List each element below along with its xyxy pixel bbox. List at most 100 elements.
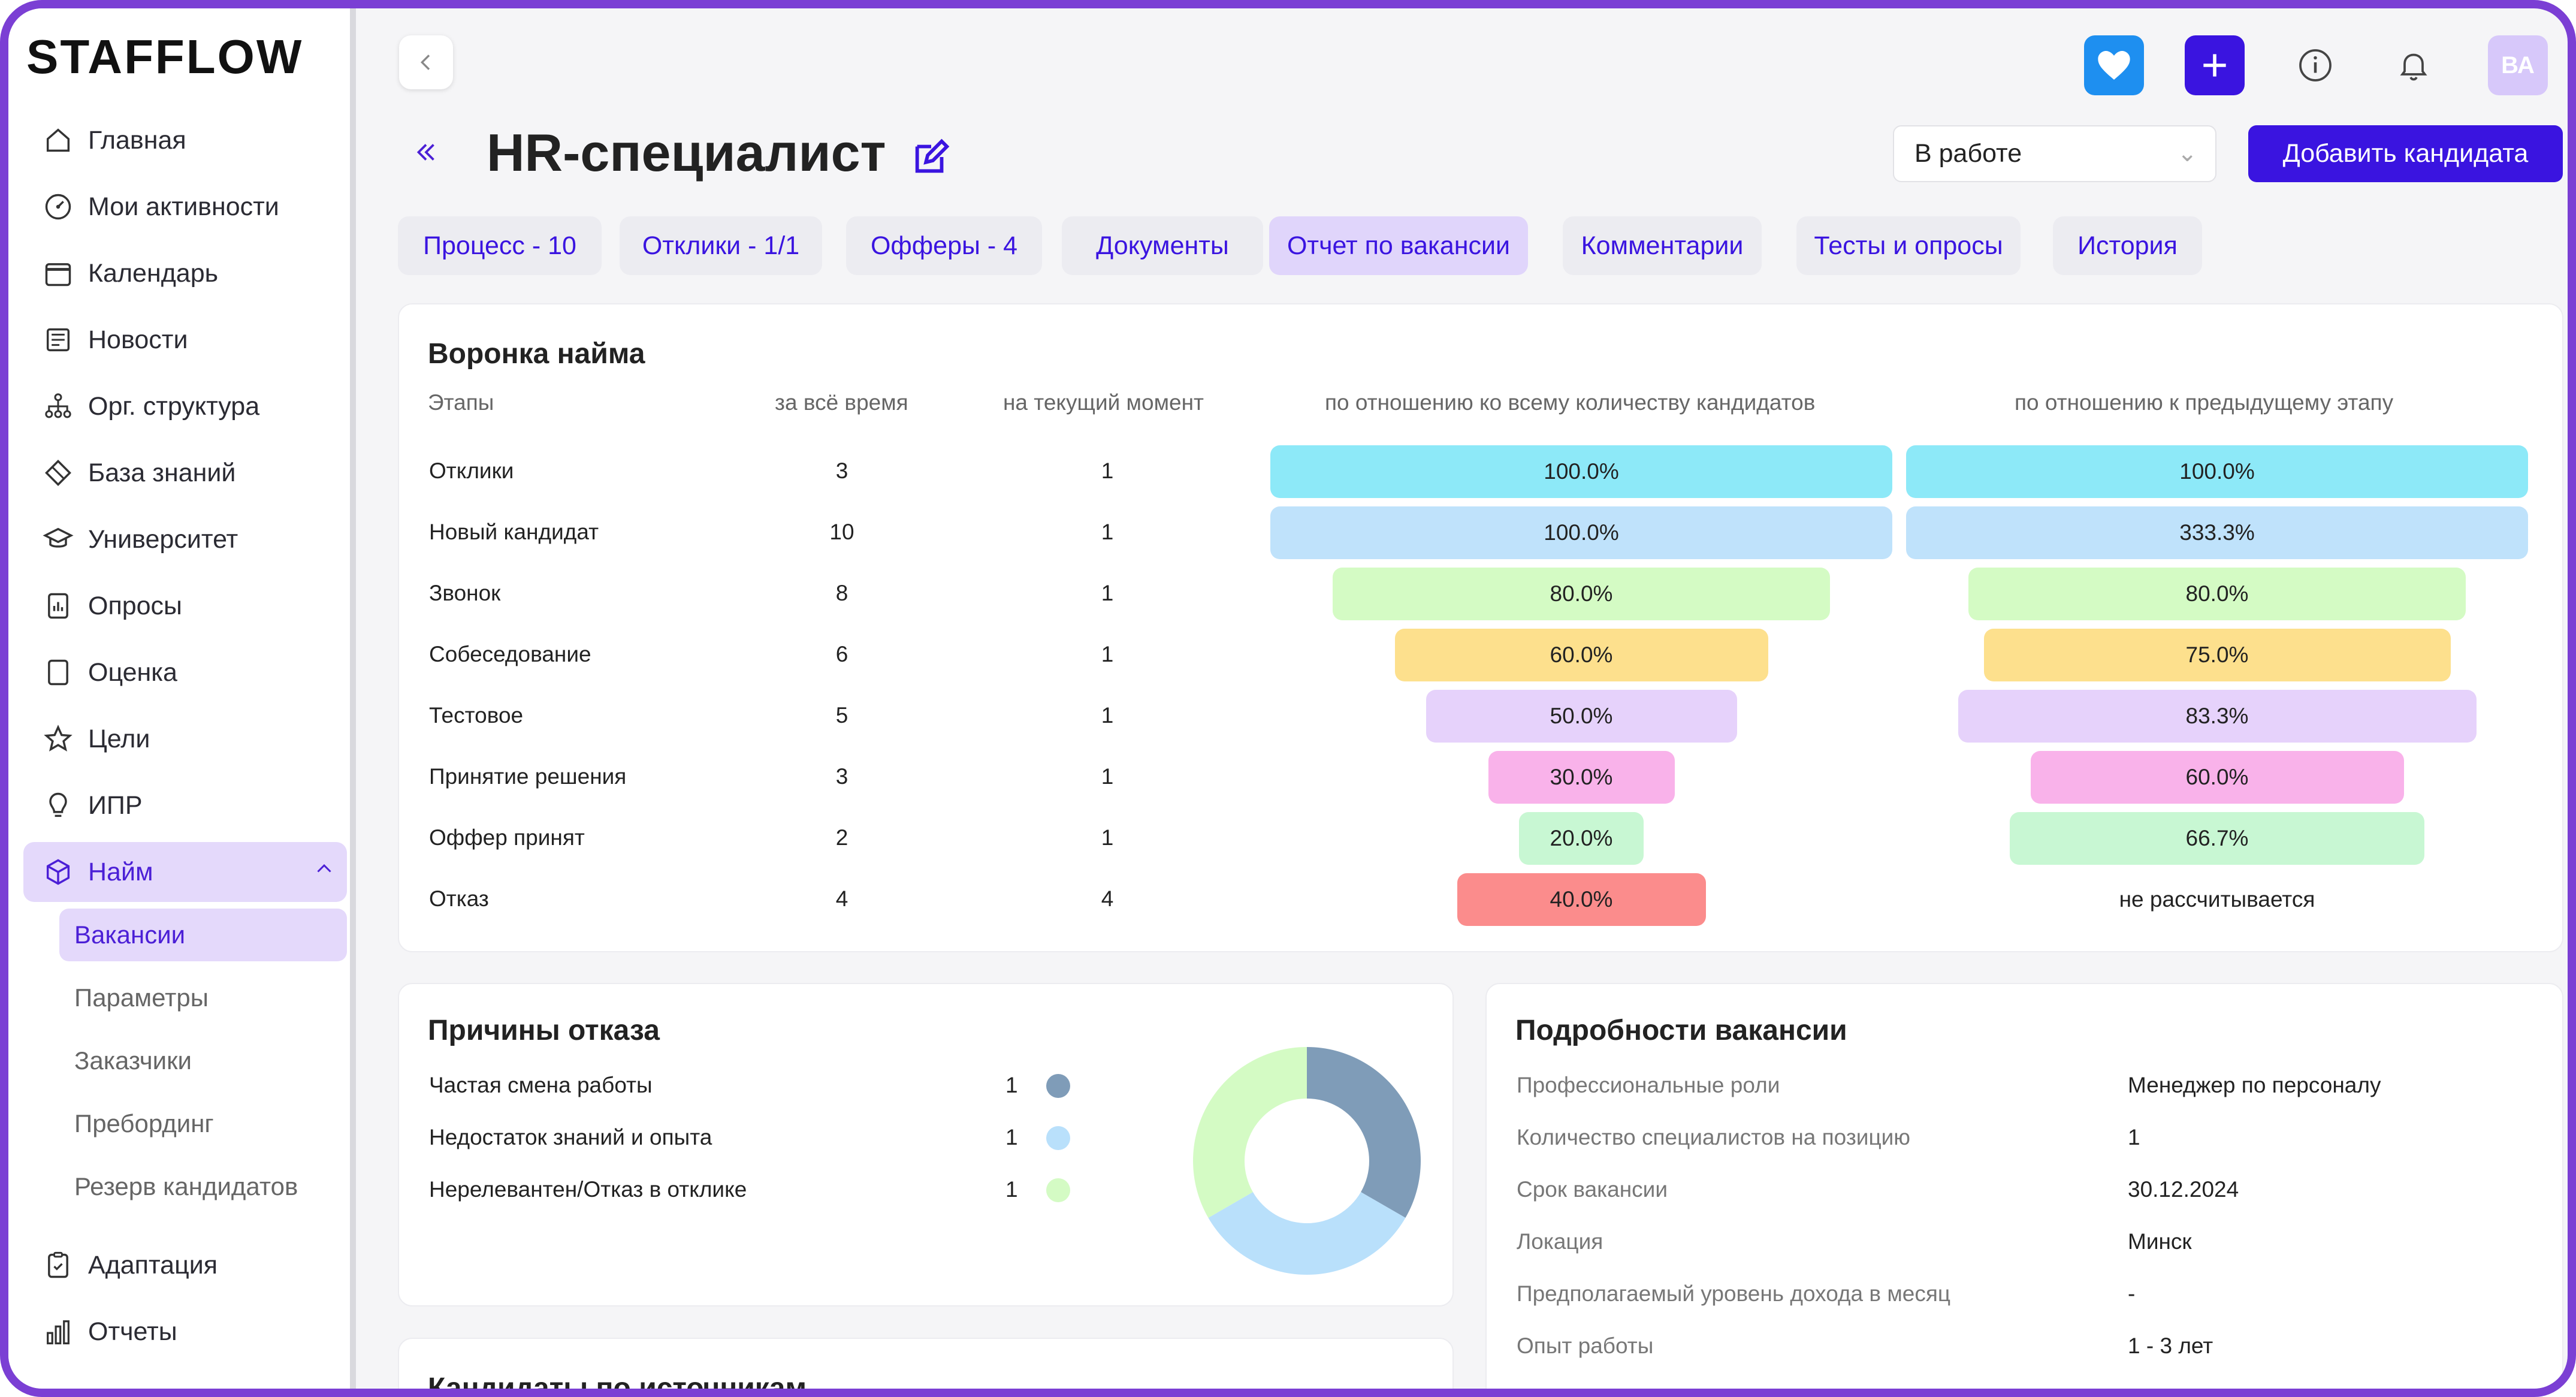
- sidebar-item-6[interactable]: Университет: [23, 509, 347, 569]
- funnel-bar-vs-total: 100.0%: [1270, 445, 1892, 498]
- vacancy-details-card: Подробности вакансии Профессиональные ро…: [1485, 983, 2563, 1389]
- notifications-button[interactable]: [2384, 35, 2444, 95]
- reasons-title: Причины отказа: [428, 1015, 660, 1046]
- sidebar-item-label: Опросы: [88, 591, 182, 620]
- funnel-header-vs-total: по отношению ко всему количеству кандида…: [1325, 390, 1816, 415]
- sidebar-item-label: Найм: [88, 857, 153, 886]
- submenu-item-4[interactable]: Резерв кандидатов: [74, 1172, 298, 1200]
- app-logo: STAFFLOW: [26, 30, 304, 83]
- chevron-up-icon[interactable]: [313, 858, 335, 886]
- sidebar-item-0[interactable]: Главная: [23, 110, 347, 170]
- heart-icon: [2098, 51, 2130, 80]
- legend-dot: [1046, 1178, 1070, 1202]
- submenu-item-1[interactable]: Параметры: [74, 983, 209, 1012]
- sidebar-item-label: Отчеты: [88, 1317, 177, 1346]
- hiring-funnel-card: Воронка найма Этапы за всё время на теку…: [398, 303, 2563, 952]
- sidebar-bottom-item-1[interactable]: Отчеты: [23, 1302, 347, 1362]
- tab-4[interactable]: Отчет по вакансии: [1269, 216, 1528, 275]
- funnel-stage-label: Новый кандидат: [429, 520, 599, 544]
- funnel-header-stage: Этапы: [428, 390, 494, 415]
- sidebar-item-label: Мои активности: [88, 192, 279, 221]
- home-icon: [41, 123, 75, 157]
- sidebar-item-label: Оценка: [88, 657, 177, 687]
- sidebar-item-9[interactable]: Цели: [23, 709, 347, 769]
- tab-2[interactable]: Офферы - 4: [846, 216, 1042, 275]
- sidebar-item-11[interactable]: Найм: [23, 842, 347, 902]
- sidebar-item-4[interactable]: Орг. структура: [23, 376, 347, 436]
- tab-3[interactable]: Документы: [1062, 216, 1263, 275]
- sidebar-item-8[interactable]: Оценка: [23, 642, 347, 702]
- funnel-bar-vs-prev: 83.3%: [1958, 690, 2477, 743]
- funnel-bar-vs-total: 60.0%: [1394, 629, 1768, 681]
- legend-dot: [1046, 1074, 1070, 1098]
- edit-title-button[interactable]: [910, 136, 952, 178]
- detail-key: Тип занятости: [1517, 1386, 1662, 1389]
- tab-7[interactable]: История: [2053, 216, 2202, 275]
- detail-key: Предполагаемый уровень дохода в месяц: [1517, 1281, 1951, 1306]
- submenu-item-3[interactable]: Пребординг: [74, 1109, 214, 1137]
- cube-icon: [41, 855, 75, 889]
- funnel-all-time-value: 2: [835, 825, 848, 850]
- details-title: Подробности вакансии: [1515, 1015, 1847, 1046]
- news-icon: [41, 323, 75, 357]
- clipboard-icon: [41, 1248, 75, 1282]
- funnel-bar-vs-prev: 80.0%: [1968, 568, 2466, 620]
- funnel-header-current: на текущий момент: [1003, 390, 1204, 415]
- pie-slice: [1307, 1047, 1421, 1218]
- funnel-header-vs-prev: по отношению к предыдущему этапу: [2015, 390, 2394, 415]
- bar-chart-icon: [41, 1315, 75, 1348]
- sidebar-item-label: База знаний: [88, 458, 236, 487]
- funnel-current-value: 1: [1101, 642, 1114, 666]
- edit-icon: [915, 138, 950, 173]
- rejection-reasons-card: Причины отказа Частая смена работы 1 Недос…: [398, 983, 1454, 1307]
- sidebar-item-7[interactable]: Опросы: [23, 576, 347, 636]
- detail-key: Опыт работы: [1517, 1333, 1654, 1358]
- tab-0[interactable]: Процесс - 10: [398, 216, 602, 275]
- detail-value: Минск: [2128, 1229, 2192, 1254]
- collapse-panel-button[interactable]: [411, 134, 441, 176]
- tab-5[interactable]: Комментарии: [1563, 216, 1762, 275]
- detail-value: 1: [2128, 1125, 2140, 1149]
- user-avatar[interactable]: ВА: [2488, 35, 2548, 95]
- funnel-stage-label: Отказ: [429, 886, 489, 911]
- tab-1[interactable]: Отклики - 1/1: [620, 216, 822, 275]
- candidates-by-source-card: Кандидаты по источникам: [398, 1338, 1454, 1389]
- sidebar: STAFFLOW Главная Мои активности Календарь Н…: [8, 8, 356, 1389]
- sidebar-item-3[interactable]: Новости: [23, 310, 347, 370]
- sidebar-item-label: Новости: [88, 325, 188, 354]
- funnel-bar-vs-total: 50.0%: [1426, 690, 1737, 743]
- lightbulb-icon: [41, 789, 75, 822]
- sidebar-nav: Главная Мои активности Календарь Новости Орг…: [23, 110, 347, 1368]
- reason-label: Частая смена работы: [429, 1073, 653, 1097]
- funnel-current-value: 1: [1101, 703, 1114, 728]
- detail-value: 1 - 3 лет: [2128, 1333, 2213, 1358]
- org-structure-icon: [41, 390, 75, 423]
- info-button[interactable]: [2285, 35, 2345, 95]
- sidebar-bottom-item-0[interactable]: Адаптация: [23, 1235, 347, 1295]
- legend-dot: [1046, 1126, 1070, 1150]
- add-candidate-button[interactable]: Добавить кандидата: [2248, 125, 2563, 182]
- pie-slice: [1208, 1192, 1406, 1275]
- funnel-stage-label: Тестовое: [429, 703, 524, 728]
- funnel-all-time-value: 4: [835, 886, 848, 911]
- funnel-current-value: 1: [1101, 520, 1114, 544]
- sidebar-item-label: Главная: [88, 125, 186, 155]
- funnel-bar-vs-prev: 75.0%: [1983, 629, 2451, 681]
- funnel-all-time-value: 8: [835, 581, 848, 605]
- sidebar-item-5[interactable]: База знаний: [23, 443, 347, 503]
- status-select[interactable]: В работе ⌄: [1893, 125, 2216, 182]
- funnel-bar-vs-total: 30.0%: [1488, 751, 1675, 804]
- sidebar-item-label: Адаптация: [88, 1250, 218, 1280]
- funnel-bar-vs-prev: 66.7%: [2010, 812, 2424, 865]
- tab-6[interactable]: Тесты и опросы: [1796, 216, 2021, 275]
- create-button[interactable]: [2185, 35, 2245, 95]
- sidebar-item-10[interactable]: ИПР: [23, 776, 347, 835]
- submenu-item-2[interactable]: Заказчики: [74, 1046, 192, 1075]
- back-button[interactable]: [399, 35, 453, 89]
- funnel-all-time-value: 3: [835, 764, 848, 789]
- sidebar-item-2[interactable]: Календарь: [23, 243, 347, 303]
- calendar-icon: [41, 257, 75, 290]
- sidebar-item-1[interactable]: Мои активности: [23, 177, 347, 237]
- submenu-item-0[interactable]: Вакансии: [59, 909, 347, 961]
- favorites-button[interactable]: [2084, 35, 2144, 95]
